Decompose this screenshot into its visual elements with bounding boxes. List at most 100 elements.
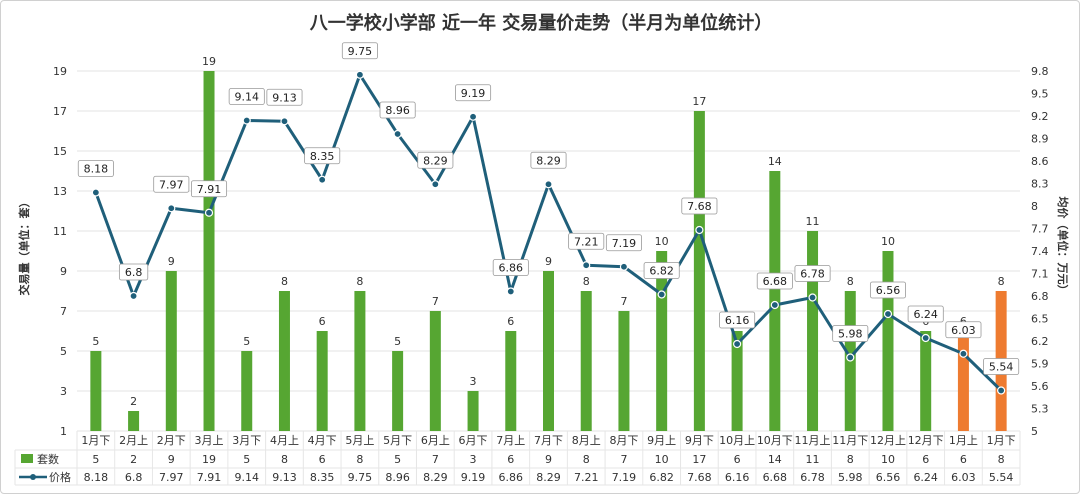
table-volume-cell: 10 (881, 453, 895, 466)
price-point (695, 225, 704, 235)
table-volume-cell: 7 (432, 453, 439, 466)
category-label: 11月上 (795, 434, 831, 447)
price-label: 5.54 (983, 358, 1020, 375)
category-label: 4月上 (270, 434, 299, 447)
category-label: 7月上 (496, 434, 525, 447)
volume-bar-label: 6 (507, 315, 514, 328)
legend-volume-label: 套数 (37, 453, 59, 466)
volume-bar (882, 251, 894, 431)
table-price-cell: 9.14 (234, 471, 259, 484)
price-label-box (794, 265, 831, 282)
table-volume-cell: 8 (281, 453, 288, 466)
category-label: 2月上 (119, 434, 148, 447)
price-label-box (719, 311, 756, 329)
volume-bar-label: 8 (281, 275, 288, 288)
price-point (883, 309, 893, 319)
price-label-box (907, 305, 944, 323)
category-label: 9月上 (647, 434, 676, 447)
price-label: 9.75 (341, 42, 378, 60)
price-label-box (530, 151, 567, 169)
volume-bar-label: 17 (692, 95, 706, 108)
category-label: 9月下 (685, 434, 714, 447)
volume-bar (241, 351, 253, 431)
volume-bar-label: 8 (356, 275, 363, 288)
volume-bar (505, 331, 517, 431)
price-label-box (756, 272, 793, 290)
right-axis-title: 均价（单位：万元） (1056, 197, 1070, 296)
price-label: 7.91 (191, 180, 228, 198)
table-price-cell: 8.29 (423, 471, 448, 484)
table-volume-cell: 6 (319, 453, 326, 466)
volume-bar-label: 7 (432, 295, 439, 308)
right-tick-label: 8.3 (1031, 178, 1049, 191)
table-volume-cell: 17 (692, 453, 706, 466)
price-label: 6.8 (118, 263, 149, 281)
legend-price: 价格 (19, 470, 71, 484)
price-label-text: 7.19 (612, 237, 637, 250)
table-volume-cell: 6 (960, 453, 967, 466)
price-label-text: 9.13 (272, 91, 297, 104)
volume-bar-label: 10 (655, 235, 669, 248)
price-label-text: 8.29 (423, 154, 448, 167)
price-label-box (492, 259, 529, 276)
volume-bar-label: 5 (92, 335, 99, 348)
price-label-text: 9.19 (461, 87, 486, 100)
left-tick-label: 9 (60, 265, 67, 278)
table-volume-cell: 5 (394, 453, 401, 466)
price-point (506, 287, 515, 296)
price-label-box (228, 88, 265, 105)
table-price-cell: 8.96 (385, 471, 410, 484)
price-label-box (379, 101, 416, 119)
volume-bar (920, 331, 932, 431)
price-point (770, 300, 779, 310)
table-volume-cell: 8 (998, 453, 1005, 466)
legend-price-marker (30, 474, 36, 480)
volume-bar-label: 10 (881, 235, 895, 248)
price-label-text: 6.16 (725, 314, 750, 327)
chart-title: 八一学校小学部 近一年 交易量价走势（半月为单位统计） (310, 12, 773, 34)
right-tick-label: 5.6 (1031, 380, 1049, 393)
table-volume-cell: 5 (92, 453, 99, 466)
price-point (204, 208, 214, 217)
price-label-box (455, 84, 492, 102)
right-tick-label: 7.4 (1031, 245, 1049, 258)
price-point (167, 204, 176, 213)
price-label: 9.19 (455, 84, 492, 102)
legend-price-label: 价格 (49, 470, 71, 484)
volume-bar-label: 9 (168, 255, 175, 268)
price-point (808, 293, 817, 302)
category-label: 1月下 (81, 434, 110, 447)
legend-volume-swatch (21, 454, 33, 463)
table-price-cell: 9.19 (461, 471, 486, 484)
table-volume-cell: 6 (922, 453, 929, 466)
price-label-box (681, 197, 718, 215)
volume-bar (580, 291, 592, 431)
price-point (280, 117, 289, 126)
price-label-text: 6.86 (499, 262, 524, 275)
price-point (91, 188, 100, 197)
table-volume-cell: 6 (507, 453, 514, 466)
price-label: 6.56 (869, 281, 906, 299)
volume-bar (656, 251, 668, 431)
table-price-cell: 5.98 (838, 471, 863, 484)
category-label: 5月上 (345, 434, 374, 447)
price-label: 8.35 (304, 147, 341, 165)
category-label: 4月下 (308, 434, 337, 447)
price-point (619, 262, 629, 271)
table-price-cell: 8.18 (84, 471, 109, 484)
legend-volume: 套数 (21, 453, 59, 466)
volume-bar-label: 8 (847, 275, 854, 288)
volume-bar-label: 8 (583, 275, 590, 288)
volume-bar-label: 5 (394, 335, 401, 348)
left-tick-label: 5 (60, 345, 67, 358)
volume-bar-label: 8 (998, 275, 1005, 288)
category-label: 3月上 (195, 434, 224, 447)
volume-bar (731, 331, 743, 431)
price-label-text: 6.82 (649, 265, 674, 278)
price-point (959, 349, 968, 358)
volume-bar (693, 111, 705, 431)
price-label-text: 8.35 (310, 150, 335, 163)
table-volume-cell: 3 (470, 453, 477, 466)
volume-bar-label: 3 (470, 375, 477, 388)
